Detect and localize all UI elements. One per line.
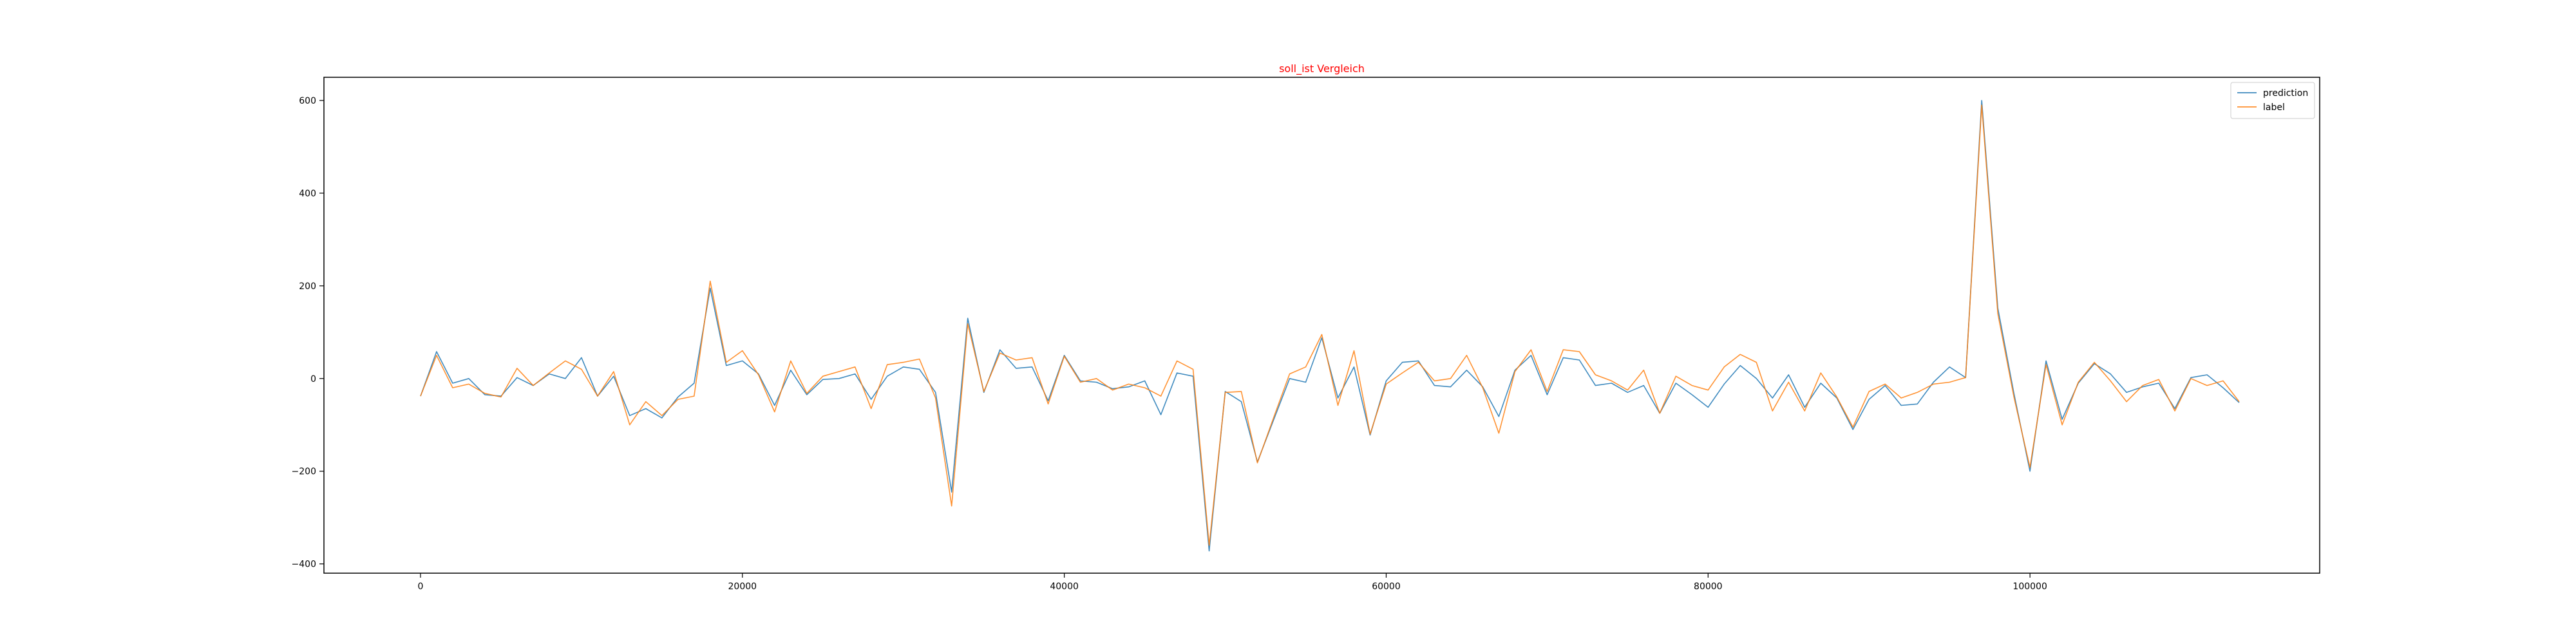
series-layer (420, 100, 2240, 552)
x-tick-label: 40000 (1050, 582, 1079, 592)
x-tick-label: 80000 (1694, 582, 1723, 592)
legend-label-label: label (2263, 102, 2285, 113)
plot-frame (323, 77, 2320, 574)
x-tick-label: 100000 (2012, 582, 2047, 592)
x-axis: 0 20000 40000 60000 80000 100000 (417, 573, 2047, 592)
y-axis: −400 −200 0 200 400 600 (292, 96, 324, 570)
legend-label-prediction: prediction (2263, 88, 2308, 99)
x-tick-label: 60000 (1372, 582, 1401, 592)
plot-area (323, 77, 2320, 574)
y-tick-label: 0 (310, 374, 316, 384)
legend-box (2230, 82, 2315, 119)
x-tick-label: 20000 (728, 582, 757, 592)
y-tick-label: −400 (292, 560, 316, 570)
legend: prediction label (2230, 82, 2315, 119)
series-line-label (420, 104, 2240, 546)
y-tick-label: −200 (292, 467, 316, 477)
chart-title: soll_ist Vergleich (1279, 62, 1365, 75)
y-tick-label: 200 (299, 281, 316, 292)
y-tick-label: 400 (299, 189, 316, 199)
x-tick-label: 0 (417, 582, 423, 592)
y-tick-label: 600 (299, 96, 316, 106)
